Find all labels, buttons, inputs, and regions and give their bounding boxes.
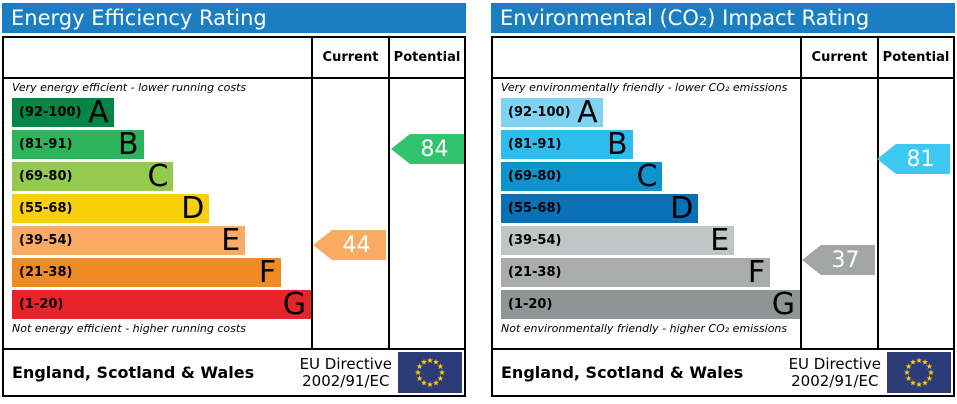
band-letter-label: F (747, 255, 766, 290)
band-row-A: (92-100) A (12, 95, 114, 130)
band-letter-label: F (258, 255, 277, 290)
potential-column-header: Potential (882, 50, 950, 65)
band-range-label: (21-38) (508, 265, 562, 280)
band-letter-label: D (181, 191, 205, 226)
current-rating-value: 37 (831, 247, 860, 273)
band-row-D: (55-68) D (501, 191, 699, 226)
band-range-label: (69-80) (508, 169, 562, 184)
band-range-label: (55-68) (19, 201, 73, 216)
energy-efficiency-panel: Energy Efficiency Rating Current Potenti… (2, 3, 466, 397)
eu-flag-icon (887, 352, 951, 393)
environmental-rating-scale: Very environmentally friendly - lower CO… (493, 79, 953, 348)
current-rating-value: 44 (342, 232, 371, 258)
column-divider (800, 38, 802, 348)
eu-directive-line2: 2002/91/EC (302, 371, 390, 390)
band-row-B: (81-91) B (501, 127, 633, 162)
band-row-F: (21-38) F (12, 255, 282, 290)
band-row-E: (39-54) E (501, 223, 735, 258)
current-column-header: Current (322, 50, 379, 65)
eu-directive-label: EU Directive 2002/91/EC (299, 354, 398, 390)
column-divider (311, 38, 313, 348)
band-row-A: (92-100) A (501, 95, 603, 130)
band-row-C: (69-80) C (501, 159, 663, 194)
column-divider (388, 38, 390, 348)
top-note: Very environmentally friendly - lower CO… (501, 81, 788, 94)
band-range-label: (92-100) (508, 105, 571, 120)
bottom-note: Not environmentally friendly - higher CO… (501, 322, 788, 335)
band-range-label: (55-68) (508, 201, 562, 216)
eu-directive-label: EU Directive 2002/91/EC (788, 354, 887, 390)
table-footer: England, Scotland & Wales EU Directive 20… (493, 348, 953, 395)
band-letter-label: D (670, 191, 694, 226)
band-row-G: (1-20) G (12, 287, 311, 322)
bands: (92-100) A (81-91) B (69-80) C (55-68) D (39-54)… (501, 98, 800, 322)
band-range-label: (1-20) (19, 297, 64, 312)
band-range-label: (39-54) (508, 233, 562, 248)
environmental-impact-panel: Environmental (CO₂) Impact Rating Curren… (491, 3, 955, 397)
band-row-B: (81-91) B (12, 127, 144, 162)
panel-title: Environmental (CO₂) Impact Rating (491, 3, 955, 33)
band-letter-label: A (577, 95, 598, 130)
top-note: Very energy efficient - lower running co… (12, 81, 247, 94)
band-range-label: (81-91) (19, 137, 73, 152)
band-range-label: (81-91) (508, 137, 562, 152)
band-letter-label: C (636, 159, 658, 194)
band-letter-label: B (117, 127, 139, 162)
band-letter-label: B (606, 127, 628, 162)
bands: (92-100) A (81-91) B (69-80) C (55-68) D (39-54)… (12, 98, 311, 322)
band-row-C: (69-80) C (12, 159, 174, 194)
band-row-D: (55-68) D (12, 191, 210, 226)
environmental-rating-table: Current Potential Very environmentally f… (491, 36, 955, 397)
table-footer: England, Scotland & Wales EU Directive 20… (4, 348, 464, 395)
bottom-note: Not energy efficient - higher running co… (12, 322, 246, 335)
band-letter-label: A (88, 95, 109, 130)
band-range-label: (92-100) (19, 105, 82, 120)
band-range-label: (39-54) (19, 233, 73, 248)
potential-rating-arrow: 84 (391, 134, 464, 164)
eu-directive-line2: 2002/91/EC (791, 371, 879, 390)
eu-flag-icon (398, 352, 462, 393)
band-row-G: (1-20) G (501, 287, 800, 322)
band-range-label: (21-38) (19, 265, 73, 280)
potential-rating-value: 81 (906, 146, 935, 172)
band-letter-label: G (282, 287, 306, 322)
potential-column-header: Potential (393, 50, 461, 65)
current-column-header: Current (811, 50, 868, 65)
potential-rating-value: 84 (420, 136, 449, 162)
table-header: Current Potential (493, 38, 953, 79)
panel-title: Energy Efficiency Rating (2, 3, 466, 33)
band-letter-label: E (221, 223, 241, 258)
eu-directive-line1: EU Directive (299, 354, 392, 373)
table-header: Current Potential (4, 38, 464, 79)
band-range-label: (1-20) (508, 297, 553, 312)
band-row-E: (39-54) E (12, 223, 246, 258)
band-letter-label: G (771, 287, 795, 322)
region-label: England, Scotland & Wales (501, 363, 744, 382)
band-letter-label: E (710, 223, 730, 258)
energy-rating-table: Current Potential Very energy efficient … (2, 36, 466, 397)
region-label: England, Scotland & Wales (12, 363, 255, 382)
band-range-label: (69-80) (19, 169, 73, 184)
band-row-F: (21-38) F (501, 255, 771, 290)
column-divider (877, 38, 879, 348)
energy-rating-scale: Very energy efficient - lower running co… (4, 79, 464, 348)
band-letter-label: C (147, 159, 169, 194)
eu-directive-line1: EU Directive (788, 354, 881, 373)
